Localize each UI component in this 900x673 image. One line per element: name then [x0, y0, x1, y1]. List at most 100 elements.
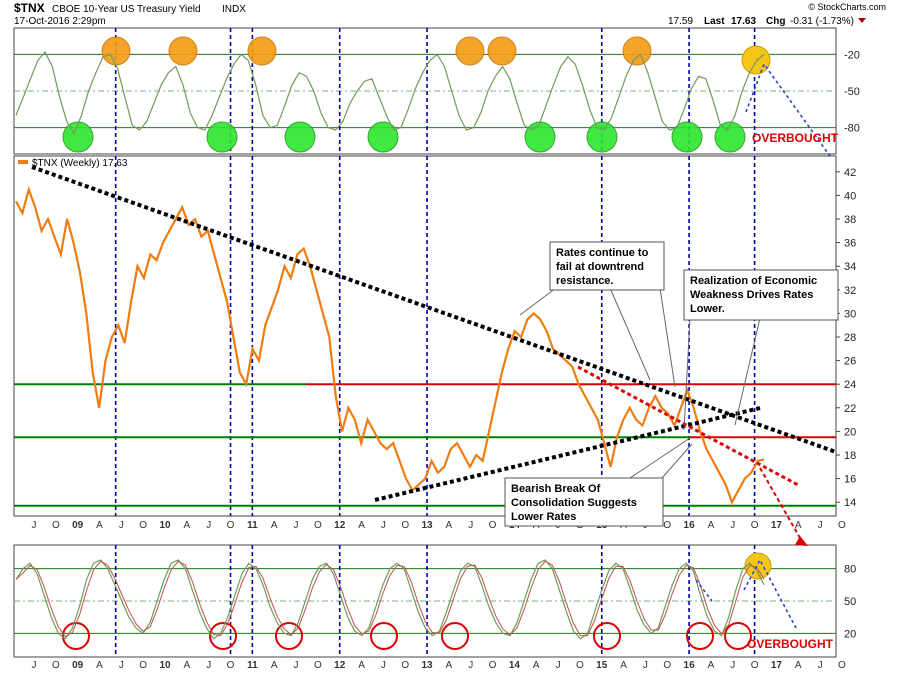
oversold-ring [275, 622, 303, 650]
main-x-label: O [751, 520, 759, 531]
main-x-label: O [838, 520, 846, 531]
down-arrow-icon [858, 18, 866, 23]
oversold-circle [586, 121, 618, 153]
main-x-label: O [489, 520, 497, 531]
overbought-label-top: OVERBOUGHT [752, 131, 839, 145]
horizontal-levels [14, 383, 836, 507]
bottom-tick-label: 50 [844, 596, 856, 608]
overbought-circle [101, 36, 131, 66]
bottom-x-label: O [401, 660, 409, 671]
bottom-tick-label: 20 [844, 628, 856, 640]
bottom-x-label: A [795, 660, 802, 671]
oversold-circle [367, 121, 399, 153]
bottom-x-label: J [556, 660, 561, 671]
bottom-projection-line [695, 558, 797, 629]
top-tick-label: -80 [844, 123, 860, 135]
main-tick-label: 34 [844, 261, 856, 273]
main-x-label: O [52, 520, 60, 531]
bottom-x-label: O [227, 660, 235, 671]
main-x-label: O [139, 520, 147, 531]
callout-lines-2 [683, 317, 761, 431]
main-x-label: A [708, 520, 715, 531]
bottom-x-label: J [468, 660, 473, 671]
overbought-label-bottom: OVERBOUGHT [747, 637, 834, 651]
overbought-circle [455, 36, 485, 66]
brand-label: © StockCharts.com [808, 2, 886, 12]
top-oscillator-line [15, 50, 765, 136]
main-tick-label: 14 [844, 497, 856, 509]
bottom-x-label: J [32, 660, 37, 671]
main-x-label: J [730, 520, 735, 531]
main-x-label: 11 [247, 520, 258, 531]
bottom-oscillator-line [15, 559, 765, 640]
bottom-x-label: J [730, 660, 735, 671]
bottom-x-label: O [663, 660, 671, 671]
bottom-x-label: 10 [159, 660, 171, 671]
main-x-label: 16 [684, 520, 696, 531]
main-tick-label: 26 [844, 356, 856, 368]
main-tick-label: 30 [844, 308, 856, 320]
oversold-ring [370, 622, 398, 650]
bottom-x-label: J [294, 660, 299, 671]
annotations: Rates continue to fail at downtrend resist… [504, 241, 839, 527]
main-tick-label: 32 [844, 285, 856, 297]
bottom-x-label: A [271, 660, 278, 671]
main-tick-label: 16 [844, 474, 856, 486]
annotation-weakness-line: Weakness Drives Rates [690, 289, 813, 301]
annotation-break-line: Bearish Break Of [511, 483, 601, 495]
bottom-x-label: A [96, 660, 103, 671]
grid-layer [14, 53, 840, 634]
bottom-x-label: A [446, 660, 453, 671]
annotation-resistance-box [549, 241, 665, 291]
annotation-resistance-line: Rates continue to [556, 247, 649, 259]
main-x-label: J [32, 520, 37, 531]
main-x-label: 13 [421, 520, 433, 531]
oversold-circle [524, 121, 556, 153]
bottom-x-label: J [818, 660, 823, 671]
main-x-label: A [358, 520, 365, 531]
uptrend-support-line [374, 406, 761, 502]
bottom-x-label: A [708, 660, 715, 671]
annotation-weakness-box [683, 269, 839, 321]
main-legend: $TNX (Weekly) 17.63 [18, 158, 128, 169]
bottom-x-label: O [751, 660, 759, 671]
legend-text: $TNX (Weekly) 17.63 [32, 158, 128, 169]
main-x-label: J [468, 520, 473, 531]
oversold-ring [209, 622, 237, 650]
bottom-x-label: J [206, 660, 211, 671]
callout-lines-1 [519, 287, 676, 388]
main-x-label: O [401, 520, 409, 531]
last-value: 17.63 [731, 16, 756, 27]
bottom-x-label: 17 [771, 660, 783, 671]
main-x-label: A [184, 520, 191, 531]
annotation-break-box [504, 477, 664, 527]
bottom-x-label: O [52, 660, 60, 671]
main-x-label: 12 [334, 520, 346, 531]
main-x-label: A [446, 520, 453, 531]
oversold-circle [62, 121, 94, 153]
main-tick-label: 36 [844, 238, 856, 250]
main-tick-label: 28 [844, 332, 856, 344]
chart-header: $TNX CBOE 10-Year US Treasury Yield INDX… [14, 1, 886, 27]
current-overbought-circle-bottom [744, 552, 772, 580]
bottom-x-label: A [533, 660, 540, 671]
top-projection-line [745, 62, 831, 157]
main-x-label: O [314, 520, 322, 531]
oversold-ring [686, 622, 714, 650]
bottom-signal-line [15, 560, 765, 638]
overbought-circle [168, 36, 198, 66]
main-x-label: A [96, 520, 103, 531]
annotation-break-line: Lower Rates [511, 511, 576, 523]
legend-swatch [18, 160, 28, 164]
overbought-circle [247, 36, 277, 66]
trendlines [31, 62, 837, 629]
bottom-x-label: 11 [247, 660, 258, 671]
annotation-resistance-line: fail at downtrend [556, 261, 644, 273]
main-tick-label: 38 [844, 214, 856, 226]
top-tick-label: -20 [844, 49, 860, 61]
main-x-label: 09 [72, 520, 84, 531]
bottom-x-label: 12 [334, 660, 346, 671]
main-x-label: O [227, 520, 235, 531]
exchange-label: INDX [222, 4, 246, 15]
bottom-x-label: O [576, 660, 584, 671]
